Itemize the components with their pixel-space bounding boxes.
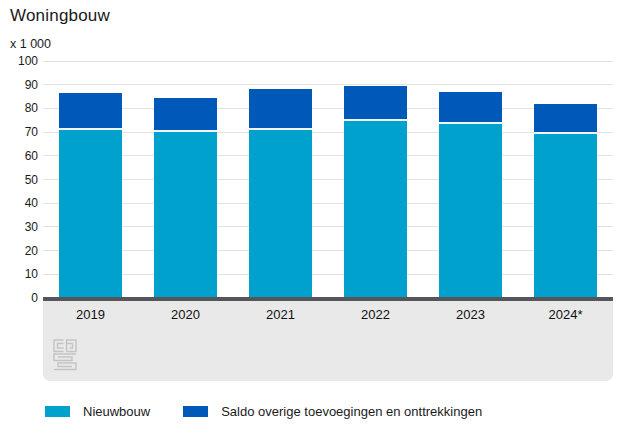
x-axis-label: 2021	[233, 307, 328, 322]
bar-segment-2019-saldo[interactable]	[59, 93, 122, 130]
legend-label: Saldo overige toevoegingen en onttrekkin…	[221, 404, 482, 419]
y-axis-tick-label: 50	[0, 174, 38, 186]
y-axis-tick-label: 0	[0, 292, 38, 304]
x-axis-label: 2022	[328, 307, 423, 322]
y-axis-tick-label: 60	[0, 150, 38, 162]
x-axis-label: 2023	[423, 307, 518, 322]
x-axis-line	[43, 297, 613, 301]
bar-segment-2022-saldo[interactable]	[344, 86, 407, 122]
x-axis-label: 2020	[138, 307, 233, 322]
bar-segment-2023-nieuwbouw[interactable]	[439, 124, 502, 298]
legend-swatch-icon	[45, 406, 70, 417]
bar-segment-2020-nieuwbouw[interactable]	[154, 132, 217, 298]
gridline	[43, 226, 613, 227]
legend-swatch-icon	[183, 406, 208, 417]
y-axis-tick-label: 40	[0, 197, 38, 209]
bar-segment-2019-nieuwbouw[interactable]	[59, 130, 122, 298]
y-axis-tick-label: 30	[0, 221, 38, 233]
chart-legend: Nieuwbouw Saldo overige toevoegingen en o…	[45, 404, 482, 419]
gridline	[43, 179, 613, 180]
bar-segment-2024-saldo[interactable]	[534, 104, 597, 135]
legend-label: Nieuwbouw	[83, 404, 150, 419]
gridline	[43, 132, 613, 133]
bar-segment-2020-saldo[interactable]	[154, 98, 217, 132]
y-axis-tick-label: 20	[0, 245, 38, 257]
gridline	[43, 84, 613, 85]
y-axis-tick-label: 10	[0, 268, 38, 280]
cbs-logo-icon	[53, 339, 77, 371]
y-axis-tick-label: 70	[0, 126, 38, 138]
gridline	[43, 250, 613, 251]
x-axis-label: 2024*	[518, 307, 613, 322]
bar-segment-2023-saldo[interactable]	[439, 92, 502, 124]
bar-segment-2022-nieuwbouw[interactable]	[344, 121, 407, 298]
chart-figure: Woningbouw x 1 000 010203040506070809010…	[0, 0, 626, 431]
gridline	[43, 155, 613, 156]
y-axis-tick-label: 90	[0, 79, 38, 91]
legend-item-nieuwbouw: Nieuwbouw	[45, 404, 150, 419]
x-axis-label: 2019	[43, 307, 138, 322]
gridline	[43, 61, 613, 62]
gridline	[43, 203, 613, 204]
bar-segment-2021-saldo[interactable]	[249, 89, 312, 129]
legend-item-saldo: Saldo overige toevoegingen en onttrekkin…	[183, 404, 482, 419]
bar-segment-2021-nieuwbouw[interactable]	[249, 130, 312, 298]
y-axis-tick-label: 100	[0, 55, 38, 67]
gridline	[43, 274, 613, 275]
gridline	[43, 108, 613, 109]
y-axis-tick-label: 80	[0, 102, 38, 114]
bar-segment-2024-nieuwbouw[interactable]	[534, 134, 597, 298]
